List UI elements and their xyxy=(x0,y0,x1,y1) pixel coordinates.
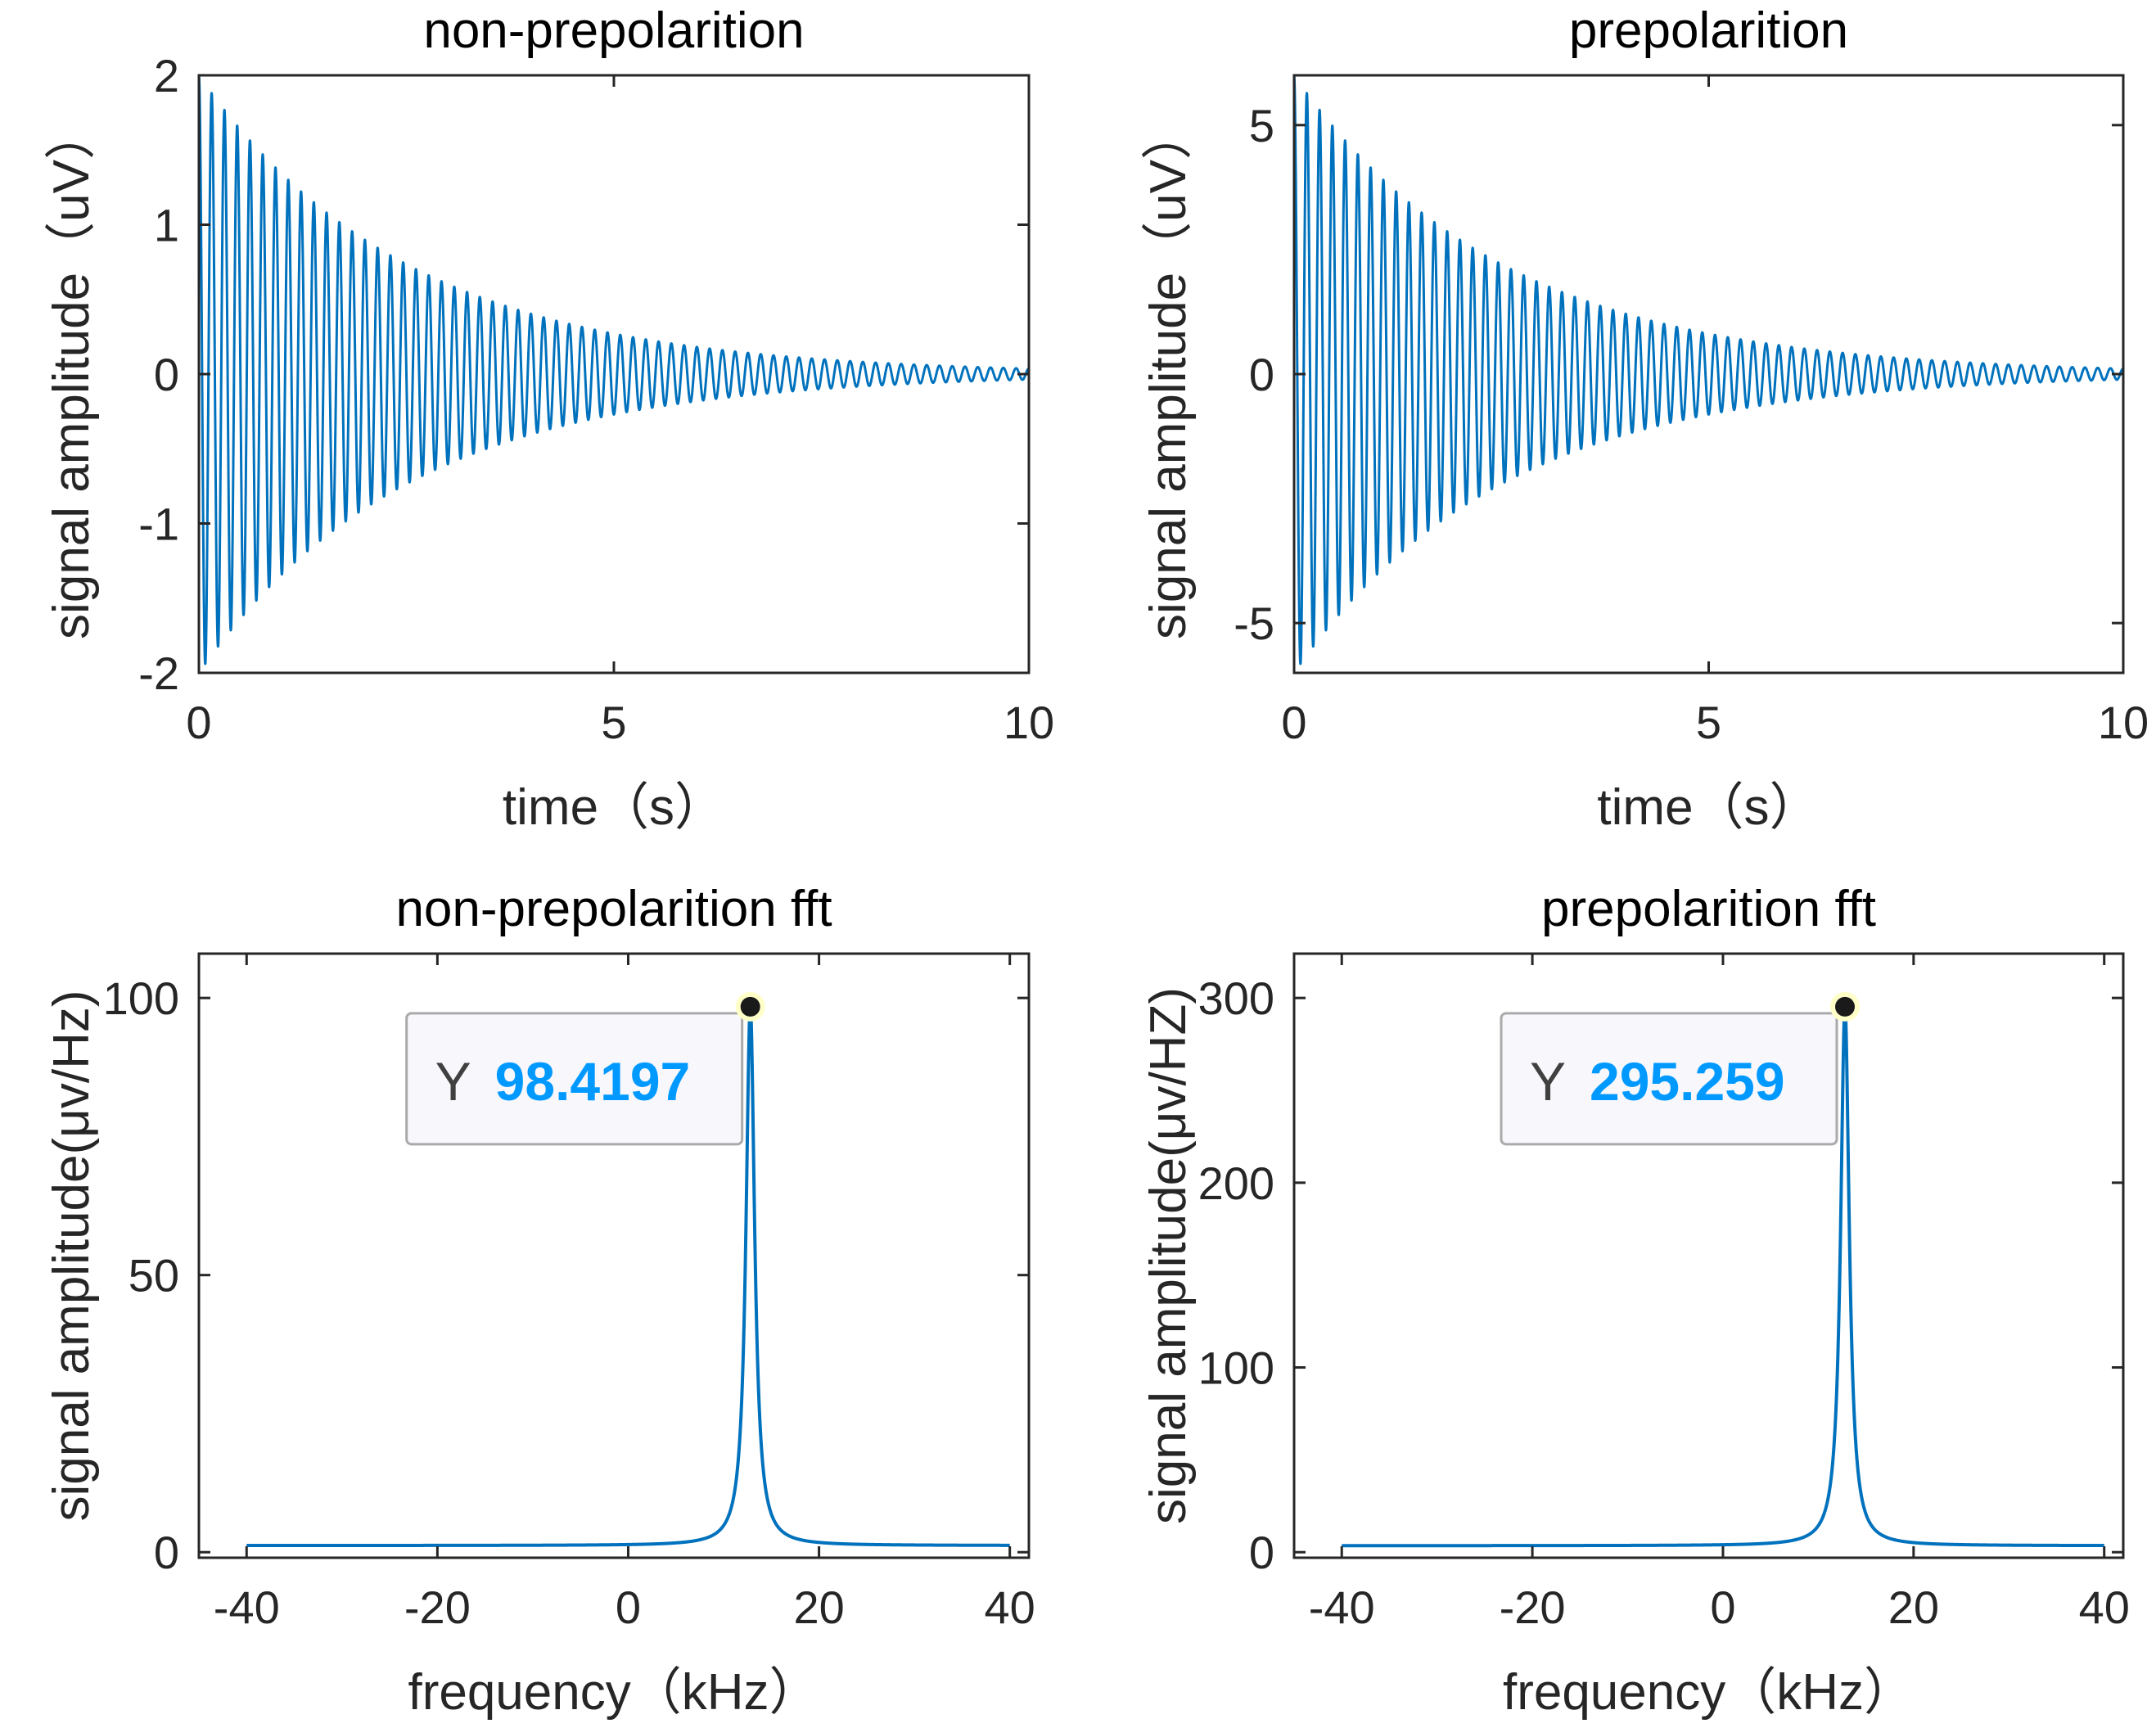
datatip-value: 98.4197 xyxy=(495,1051,691,1112)
chart-title: prepolarition fft xyxy=(1541,881,1876,937)
datatip-box xyxy=(405,1012,744,1146)
y-tick-label: 0 xyxy=(1249,1527,1274,1578)
axes-box xyxy=(197,952,1031,1559)
y-tick-label: 200 xyxy=(1198,1157,1274,1209)
datatip-label: Y xyxy=(1530,1051,1566,1112)
y-axis-label: signal amplitude(μv/Hz) xyxy=(43,990,100,1521)
chart-3: -40 -20 0 20 40 0 50 100 non-prepolarition fft fr… xyxy=(43,881,1035,1721)
chart-1: 0 5 10 -2 -1 0 1 2 non-prepolarition time（s） signa… xyxy=(43,2,1054,836)
x-tick-label: 5 xyxy=(601,697,626,748)
x-tick-label: 20 xyxy=(793,1581,844,1633)
x-tick-label: 0 xyxy=(1281,697,1306,748)
x-axis-label: frequency（kHz） xyxy=(1503,1664,1915,1721)
y-axis-label: signal amplitude(μv/HZ) xyxy=(1140,987,1197,1524)
series-line xyxy=(199,75,1029,665)
y-tick-label: 2 xyxy=(154,50,179,102)
series-line xyxy=(1294,75,2123,665)
x-tick-label: 40 xyxy=(985,1581,1035,1633)
x-tick-label: 40 xyxy=(2079,1581,2130,1633)
y-tick-label: 100 xyxy=(1198,1342,1274,1394)
x-tick-label: -20 xyxy=(404,1581,471,1633)
y-tick-label: 50 xyxy=(129,1250,179,1302)
datatip-marker xyxy=(740,996,760,1017)
chart-4: -40 -20 0 20 40 0 100 200 300 prepolarition fft fr… xyxy=(1140,881,2130,1721)
x-tick-label: -40 xyxy=(214,1581,280,1633)
y-tick-label: 5 xyxy=(1249,100,1274,151)
y-tick-label: -2 xyxy=(138,647,179,699)
datatip-box xyxy=(1500,1012,1838,1146)
chart-title: non-prepolarition fft xyxy=(395,881,832,937)
x-tick-label: 0 xyxy=(186,697,211,748)
chart-title: non-prepolarition xyxy=(423,2,804,59)
y-axis-label: signal amplitude（uV） xyxy=(43,109,100,639)
x-tick-label: -20 xyxy=(1500,1581,1566,1633)
x-tick-label: -40 xyxy=(1309,1581,1375,1633)
y-tick-label: 1 xyxy=(154,200,179,251)
y-tick-label: 300 xyxy=(1198,972,1274,1024)
datatip-value: 295.259 xyxy=(1590,1051,1785,1112)
datatip-label: Y xyxy=(435,1051,471,1112)
x-tick-label: 20 xyxy=(1888,1581,1939,1633)
y-axis-label: signal amplitude（uV） xyxy=(1140,109,1197,639)
axes-box xyxy=(1292,952,2125,1559)
y-tick-label: 0 xyxy=(154,1527,179,1578)
y-tick-label: 0 xyxy=(154,349,179,400)
y-tick-label: -5 xyxy=(1234,598,1274,649)
x-tick-label: 0 xyxy=(616,1581,641,1633)
x-tick-label: 0 xyxy=(1710,1581,1735,1633)
x-axis-label: time（s） xyxy=(503,779,725,836)
y-tick-label: 0 xyxy=(1249,349,1274,400)
x-axis-label: frequency（kHz） xyxy=(408,1664,819,1721)
datatip-marker xyxy=(1835,996,1856,1017)
x-tick-label: 10 xyxy=(1004,697,1054,748)
x-axis-label: time（s） xyxy=(1597,779,1820,836)
x-tick-label: 5 xyxy=(1696,697,1721,748)
x-tick-label: 10 xyxy=(2098,697,2149,748)
y-tick-label: 100 xyxy=(103,972,179,1024)
chart-title: prepolarition xyxy=(1569,2,1848,59)
y-tick-label: -1 xyxy=(138,499,179,550)
